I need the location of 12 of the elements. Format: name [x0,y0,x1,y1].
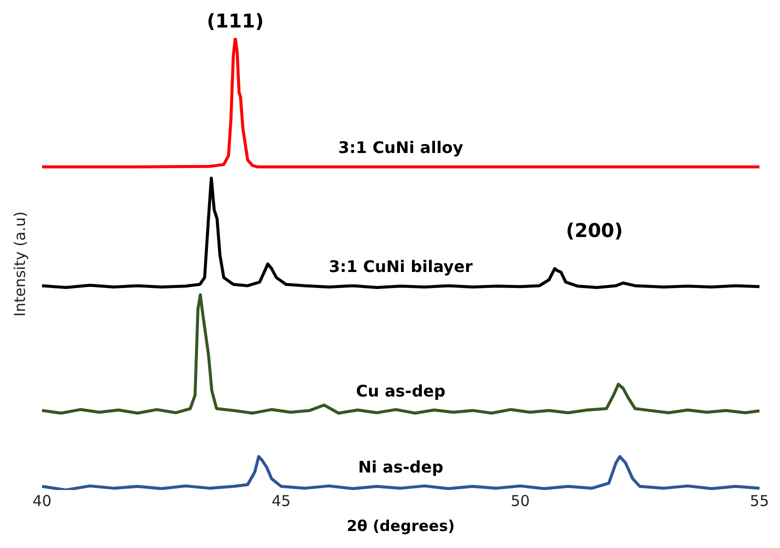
x-tick-label: 50 [510,492,530,510]
x-tick-label: 45 [272,492,291,510]
series-label: Ni as-dep [358,458,444,477]
x-axis-title: 2θ (degrees) [346,516,455,535]
x-tick-label: 40 [32,492,52,510]
annotation: (200) [566,220,623,242]
series-label: Cu as-dep [356,382,446,401]
annotation: (111) [206,10,264,32]
x-tick-label: 55 [750,492,770,510]
y-axis-title: Intensity (a.u) [10,211,29,317]
series-label: 3:1 CuNi alloy [338,138,464,157]
series-label: 3:1 CuNi bilayer [328,256,473,276]
